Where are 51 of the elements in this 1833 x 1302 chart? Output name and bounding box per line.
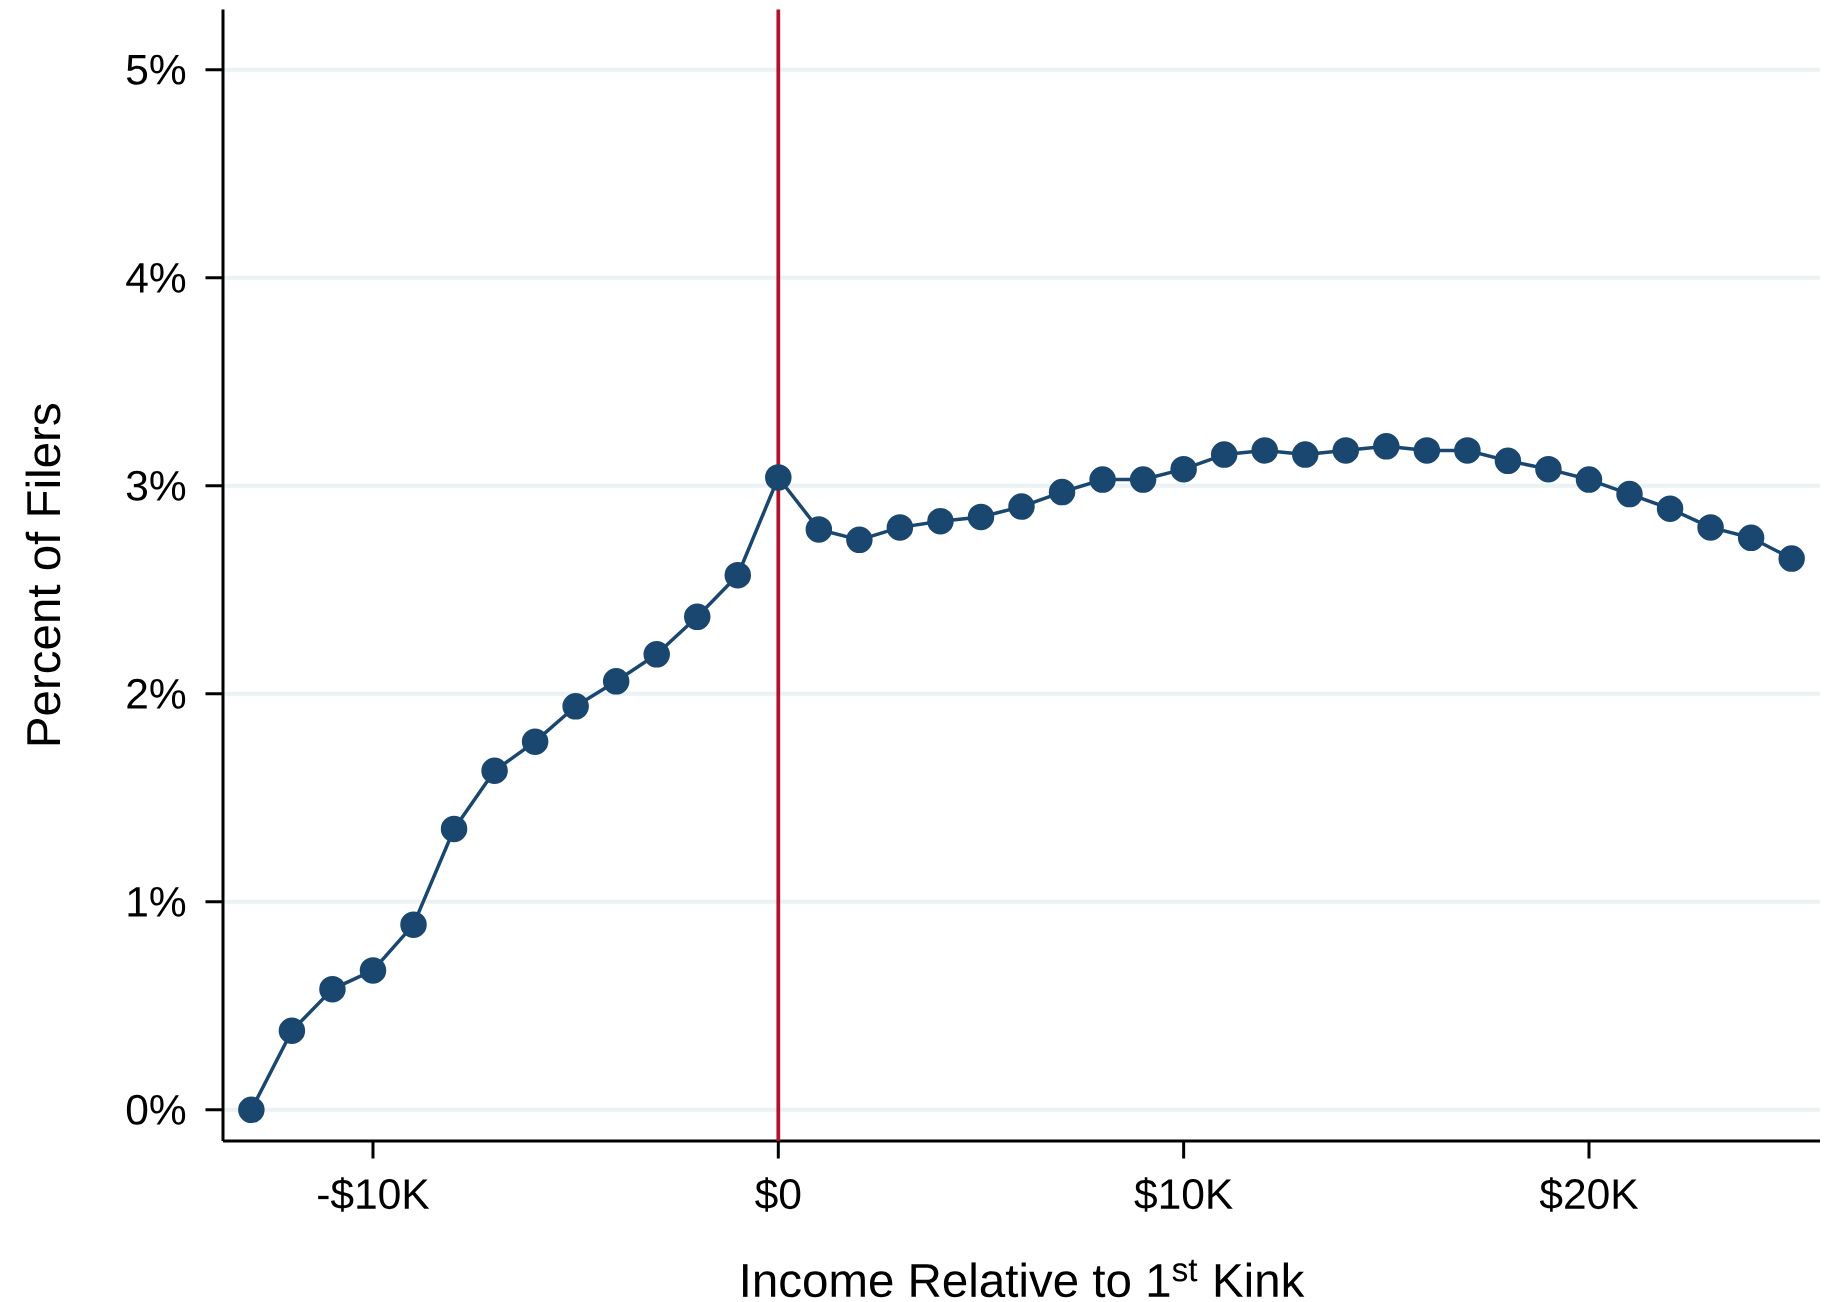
point xyxy=(1737,524,1765,552)
point xyxy=(1413,437,1441,464)
point xyxy=(521,728,549,755)
point xyxy=(1535,455,1562,483)
point xyxy=(440,815,468,843)
point xyxy=(846,526,873,554)
point xyxy=(684,603,711,631)
point xyxy=(724,561,752,589)
point xyxy=(1697,514,1724,541)
point xyxy=(1332,437,1360,464)
point xyxy=(886,514,914,541)
point xyxy=(1048,478,1076,506)
point xyxy=(967,503,995,531)
point xyxy=(1616,480,1643,508)
x-tick-label: $20K xyxy=(1539,1177,1639,1212)
point xyxy=(1575,466,1603,493)
point xyxy=(481,757,508,784)
y-tick-label: 0% xyxy=(126,1094,186,1125)
point xyxy=(602,668,630,695)
y-tick-label: 1% xyxy=(128,886,186,917)
x-tick-label: $0 xyxy=(755,1177,801,1212)
point xyxy=(643,641,670,668)
point xyxy=(1089,466,1116,493)
point xyxy=(278,1017,306,1044)
x-tick-label: -$10K xyxy=(318,1177,430,1212)
y-axis-title: Percent of Filers xyxy=(25,404,61,745)
point xyxy=(927,507,954,535)
point xyxy=(1292,441,1319,468)
point xyxy=(400,911,427,938)
point xyxy=(1778,545,1805,572)
point xyxy=(765,464,792,491)
point xyxy=(1373,433,1400,460)
point xyxy=(1494,447,1522,475)
point xyxy=(319,975,346,1003)
x-axis-title: Income Relative to 1$^{st}$ Kink xyxy=(743,1259,1305,1298)
point xyxy=(1210,441,1238,468)
point xyxy=(359,957,387,984)
point xyxy=(1454,437,1481,464)
y-tick-label: 4% xyxy=(126,262,186,293)
point xyxy=(238,1096,265,1124)
point xyxy=(1170,455,1197,483)
y-tick-label: 2% xyxy=(127,678,186,709)
y-tick-label: 5% xyxy=(126,54,186,85)
point xyxy=(1129,466,1157,493)
point xyxy=(1008,493,1035,520)
point xyxy=(562,693,589,720)
y-tick-label: 3% xyxy=(126,470,186,501)
point xyxy=(1251,437,1278,464)
point xyxy=(1656,495,1684,522)
point xyxy=(805,516,833,543)
x-tick-label: $10K xyxy=(1134,1177,1233,1212)
